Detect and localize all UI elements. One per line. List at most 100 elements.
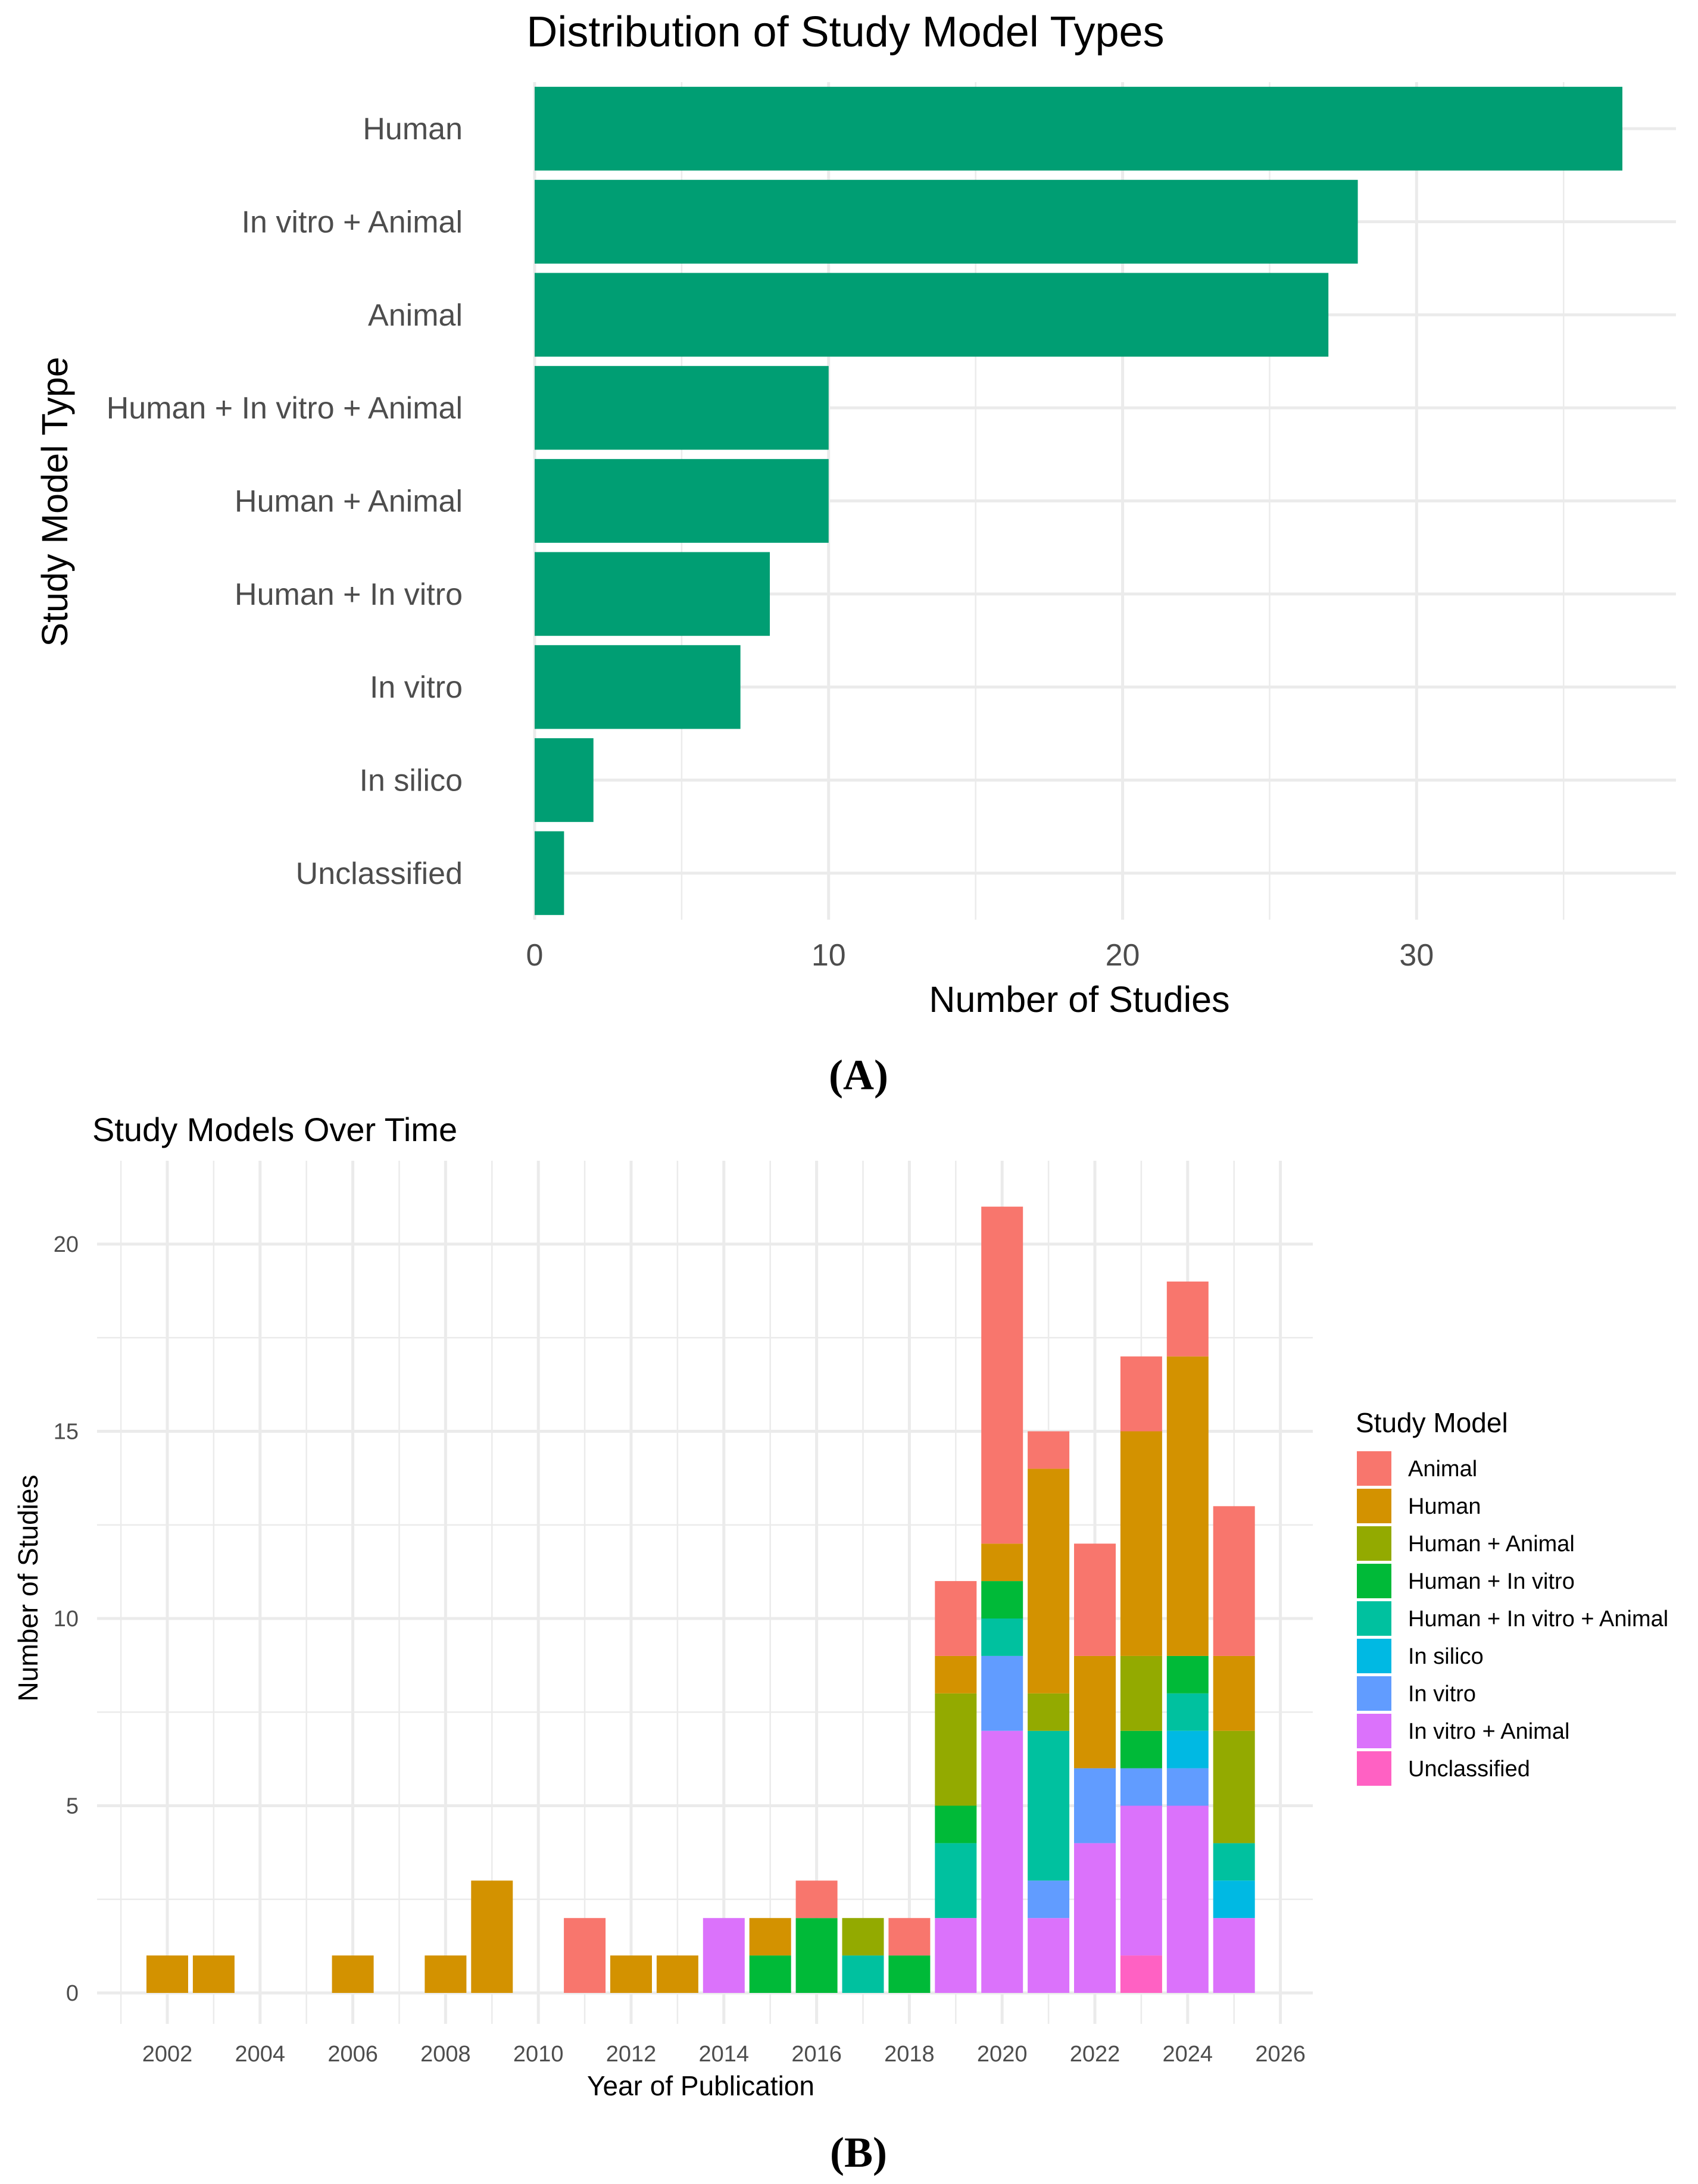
x-tick-label: 2010 [513, 2042, 564, 2067]
legend-key-in-silico [1357, 1639, 1391, 1673]
bar-segment-2024-human-in-vitro [1166, 1655, 1209, 1694]
y-tick-label: Human + In vitro + Animal [107, 391, 463, 426]
bar-segment-2022-human [1074, 1655, 1116, 1769]
bar-segment-2006-human [332, 1955, 374, 1993]
panel-b-label: (B) [830, 2129, 887, 2176]
legend-label: Animal [1408, 1457, 1477, 1482]
y-tick-label: 0 [66, 1981, 79, 2006]
bar-segment-2023-in-vitro [1120, 1768, 1162, 1806]
chart-a-y-axis-label: Study Model Type [35, 357, 75, 646]
bar-segment-2021-human [1028, 1469, 1070, 1694]
y-tick-label: Unclassified [296, 857, 463, 891]
y-tick-label: Human + Animal [235, 485, 463, 519]
bar-segment-2015-human-in-vitro [749, 1955, 791, 1993]
y-tick-label: 20 [54, 1232, 79, 1257]
bar-segment-2020-in-vitro-animal [981, 1730, 1023, 1993]
bar-segment-2021-animal [1028, 1431, 1070, 1469]
chart-a-x-tick-labels: 0 10 20 30 [526, 938, 1434, 973]
x-tick-label: 2022 [1070, 2042, 1120, 2067]
bar-segment-2025-in-vitro-animal [1213, 1918, 1255, 1993]
bar-in-silico [535, 738, 594, 822]
bar-human-animal [535, 459, 829, 543]
bar-segment-2024-human-in-vitro-animal [1166, 1693, 1209, 1731]
chart-a-bars [535, 86, 1622, 916]
bar-segment-2003-human [192, 1955, 235, 1993]
bar-segment-2024-in-silico [1166, 1730, 1209, 1769]
bar-segment-2023-unclassified [1120, 1955, 1162, 1993]
bar-human [535, 86, 1622, 171]
y-tick-label: In vitro [370, 670, 463, 705]
bar-segment-2019-animal [935, 1581, 977, 1656]
bar-segment-2020-human-in-vitro [981, 1581, 1023, 1619]
bar-unclassified [535, 831, 564, 916]
bar-segment-2016-human-in-vitro [795, 1918, 838, 1993]
chart-b-legend: Study Model Animal Human Human + Animal Hum… [1356, 1407, 1668, 1786]
legend-label: Human + In vitro [1408, 1569, 1575, 1594]
bar-segment-2022-in-vitro-animal [1074, 1843, 1116, 1993]
bar-segment-2023-animal [1120, 1356, 1162, 1432]
x-tick-label: 2006 [327, 2042, 378, 2067]
bar-segment-2021-in-vitro [1028, 1880, 1070, 1919]
x-tick-label: 2014 [699, 2042, 750, 2067]
bar-segment-2019-human [935, 1655, 977, 1694]
bar-segment-2012-human [610, 1955, 652, 1993]
legend-key-animal [1357, 1451, 1391, 1486]
bar-segment-2024-animal [1166, 1281, 1209, 1357]
bar-segment-2019-in-vitro-animal [935, 1918, 977, 1993]
bar-segment-2025-human-in-vitro-animal [1213, 1843, 1255, 1881]
y-tick-label: In vitro + Animal [242, 205, 463, 240]
y-tick-label: Animal [368, 298, 463, 333]
y-tick-label: In silico [360, 764, 463, 798]
bar-segment-2017-human-animal [842, 1918, 884, 1956]
x-tick-label: 2026 [1255, 2042, 1306, 2067]
chart-b-x-tick-labels: 2002 2004 2006 2008 2010 2012 2014 2016 2018 2020… [142, 2042, 1306, 2067]
bar-segment-2014-in-vitro-animal [703, 1918, 745, 1993]
bar-segment-2025-in-silico [1213, 1880, 1255, 1919]
legend-key-human-in-vitro-animal [1357, 1601, 1391, 1636]
bar-segment-2020-human-in-vitro-animal [981, 1619, 1023, 1656]
bar-segment-2013-human [656, 1955, 698, 1993]
bar-in-vitro [535, 645, 741, 729]
bar-segment-2020-human [981, 1544, 1023, 1582]
bar-in-vitro-animal [535, 180, 1358, 264]
bar-segment-2022-in-vitro [1074, 1768, 1116, 1844]
bar-segment-2020-in-vitro [981, 1655, 1023, 1731]
y-tick-label: 5 [66, 1794, 79, 1819]
legend-title: Study Model [1356, 1407, 1508, 1438]
legend-label: Unclassified [1408, 1757, 1530, 1782]
chart-b-x-axis-label: Year of Publication [587, 2070, 814, 2101]
bar-segment-2018-animal [888, 1918, 931, 1956]
legend-key-unclassified [1357, 1751, 1391, 1786]
bar-segment-2021-human-in-vitro-animal [1028, 1730, 1070, 1881]
y-tick-label: 10 [54, 1607, 79, 1632]
bar-segment-2008-human [424, 1955, 467, 1993]
bar-human-in-vitro [535, 552, 770, 636]
chart-b-title: Study Models Over Time [92, 1111, 457, 1148]
bar-segment-2015-human [749, 1918, 791, 1956]
y-tick-label: 15 [54, 1420, 79, 1445]
bar-segment-2023-human [1120, 1431, 1162, 1656]
bar-animal [535, 273, 1329, 357]
legend-label: Human [1408, 1494, 1481, 1519]
x-tick-label: 2002 [142, 2042, 193, 2067]
bar-segment-2019-human-in-vitro [935, 1805, 977, 1844]
x-tick-label: 2016 [791, 2042, 842, 2067]
bar-segment-2025-human-animal [1213, 1730, 1255, 1844]
bar-segment-2019-human-animal [935, 1693, 977, 1806]
x-tick-label: 20 [1106, 938, 1140, 973]
bar-segment-2019-human-in-vitro-animal [935, 1843, 977, 1919]
bar-segment-2025-animal [1213, 1506, 1255, 1656]
legend-key-in-vitro [1357, 1676, 1391, 1711]
chart-b-y-axis-label: Number of Studies [13, 1475, 43, 1702]
legend-label: In vitro [1408, 1682, 1476, 1707]
bar-segment-2021-human-animal [1028, 1693, 1070, 1731]
bar-segment-2024-in-vitro-animal [1166, 1805, 1209, 1993]
x-tick-label: 30 [1399, 938, 1434, 973]
legend-label: Human + In vitro + Animal [1408, 1607, 1668, 1632]
x-tick-label: 0 [526, 938, 544, 973]
chart-a-y-tick-labels: Human In vitro + Animal Animal Human + In v… [107, 112, 463, 891]
legend-key-in-vitro-animal [1357, 1714, 1391, 1748]
chart-a-title: Distribution of Study Model Types [526, 8, 1164, 56]
chart-b-y-tick-labels: 0 5 10 15 20 [54, 1232, 79, 2006]
